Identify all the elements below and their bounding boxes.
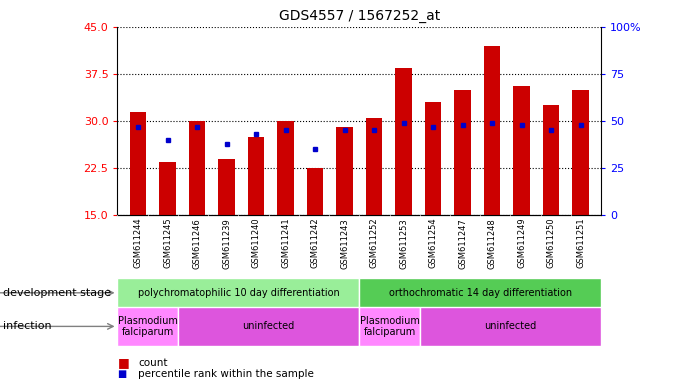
Text: orthochromatic 14 day differentiation: orthochromatic 14 day differentiation: [388, 288, 572, 298]
Bar: [160, 162, 176, 215]
Bar: [572, 89, 589, 215]
Bar: [425, 102, 441, 215]
Bar: [117, 307, 178, 346]
Text: Plasmodium
falciparum: Plasmodium falciparum: [359, 316, 419, 337]
Bar: [366, 118, 382, 215]
Bar: [359, 307, 419, 346]
Bar: [337, 127, 352, 215]
Bar: [513, 86, 529, 215]
Text: count: count: [138, 358, 168, 368]
Bar: [307, 168, 323, 215]
Text: polychromatophilic 10 day differentiation: polychromatophilic 10 day differentiatio…: [138, 288, 339, 298]
Text: uninfected: uninfected: [484, 321, 537, 331]
Bar: [218, 159, 235, 215]
Text: infection: infection: [3, 321, 52, 331]
Text: percentile rank within the sample: percentile rank within the sample: [138, 369, 314, 379]
Bar: [117, 278, 359, 307]
Bar: [484, 46, 500, 215]
Text: development stage: development stage: [3, 288, 111, 298]
Text: uninfected: uninfected: [243, 321, 295, 331]
Text: ■: ■: [117, 356, 129, 369]
Text: Plasmodium
falciparum: Plasmodium falciparum: [117, 316, 178, 337]
Bar: [248, 137, 264, 215]
Bar: [419, 307, 601, 346]
Bar: [130, 112, 146, 215]
Bar: [189, 121, 205, 215]
Bar: [543, 105, 559, 215]
Bar: [359, 278, 601, 307]
Text: ■: ■: [117, 369, 126, 379]
Bar: [178, 307, 359, 346]
Bar: [455, 89, 471, 215]
Bar: [278, 121, 294, 215]
Title: GDS4557 / 1567252_at: GDS4557 / 1567252_at: [278, 9, 440, 23]
Bar: [395, 68, 412, 215]
